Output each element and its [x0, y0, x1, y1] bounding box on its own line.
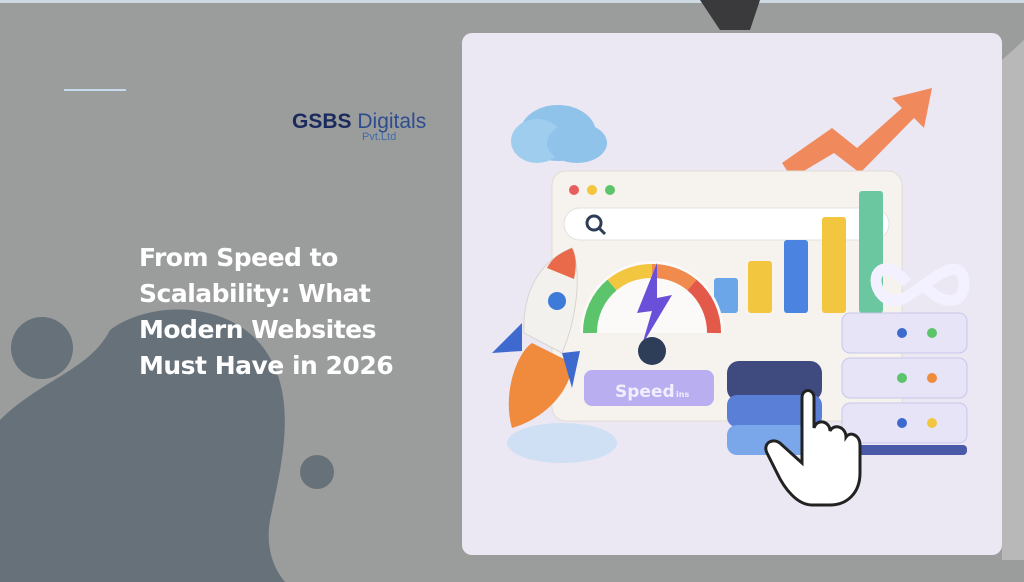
- headline-line: Modern Websites: [139, 315, 377, 344]
- trend-arrow-icon: [782, 88, 932, 178]
- blob-shape: [0, 309, 285, 582]
- bar-chart-icon: [714, 191, 883, 313]
- speedometer-icon: Speed ins: [580, 261, 724, 406]
- illustration-card: Speed ins: [462, 33, 1002, 555]
- headline: From Speed to Scalability: What Modern W…: [139, 240, 439, 384]
- infinity-icon: [870, 263, 970, 307]
- decor-circle: [300, 455, 334, 489]
- rocket-icon: [492, 247, 617, 463]
- brand-suffix: Pvt.Ltd: [361, 131, 397, 143]
- brand-name-bold: GSBS: [292, 110, 352, 133]
- accent-line: [64, 89, 126, 91]
- cloud-icon: [511, 105, 607, 163]
- pointer-hand-icon: [764, 389, 862, 507]
- headline-line: Scalability: What: [139, 279, 371, 308]
- decor-circle: [11, 317, 73, 379]
- gauge-label: Speed: [615, 382, 675, 402]
- gauge-unit: ins: [676, 390, 689, 399]
- top-border: [0, 0, 1024, 3]
- search-icon: [585, 214, 607, 236]
- headline-line: From Speed to: [139, 243, 338, 272]
- headline-line: Must Have in 2026: [139, 351, 394, 380]
- server-stack-icon: [841, 312, 968, 455]
- brand-logo: GSBS Digitals Pvt.Ltd: [292, 110, 426, 143]
- brand-name-rest: Digitals: [357, 110, 427, 133]
